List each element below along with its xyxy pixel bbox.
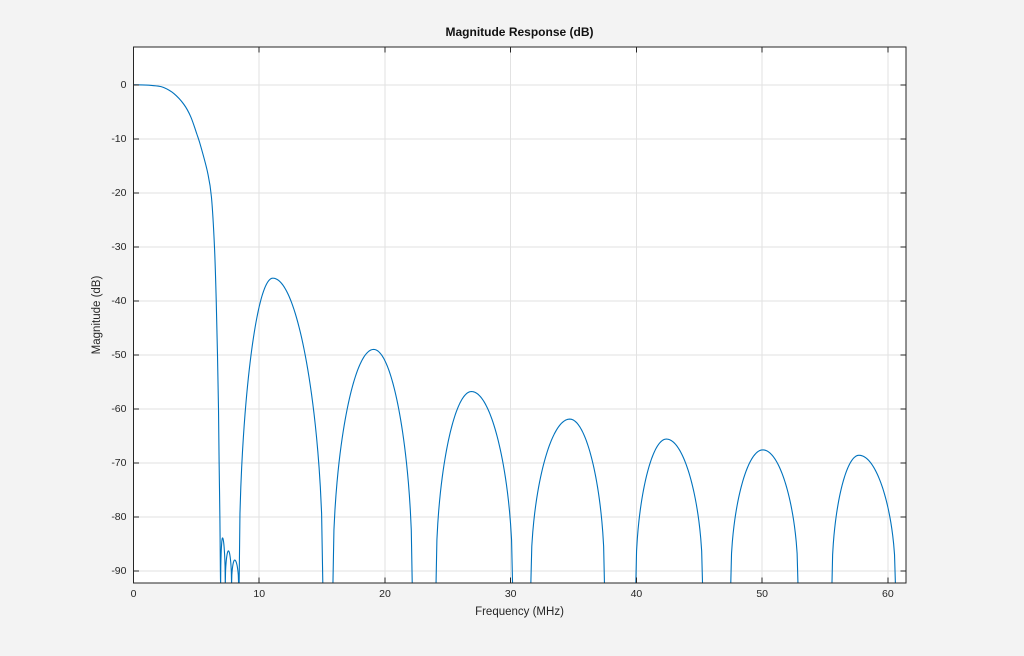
x-tick-label: 40	[630, 588, 643, 600]
response-curve	[133, 84, 896, 583]
x-tick-label: 10	[253, 588, 266, 600]
tick-marks	[133, 47, 906, 583]
y-tick-label: -90	[111, 564, 127, 577]
y-tick-label: -80	[111, 510, 127, 523]
y-tick-label: -70	[111, 456, 127, 469]
axes-box	[133, 46, 907, 584]
y-tick-label: -10	[111, 132, 127, 145]
plot-title: Magnitude Response (dB)	[445, 25, 594, 39]
y-tick-label: -30	[111, 240, 127, 253]
y-tick-label: -50	[111, 348, 127, 361]
x-tick-label: 60	[882, 588, 894, 600]
x-tick-label: 20	[379, 588, 391, 600]
plot-area	[133, 47, 906, 583]
x-tick-label: 30	[504, 588, 517, 600]
y-tick-label: -20	[111, 186, 127, 199]
x-tick-label: 0	[130, 588, 137, 600]
y-axis-label: Magnitude (dB)	[91, 275, 103, 355]
y-tick-label: -60	[111, 402, 127, 415]
y-tick-label: 0	[120, 78, 127, 91]
y-tick-label: -40	[111, 294, 127, 307]
x-tick-label: 50	[756, 588, 768, 600]
x-axis-label: Frequency (MHz)	[475, 606, 564, 618]
